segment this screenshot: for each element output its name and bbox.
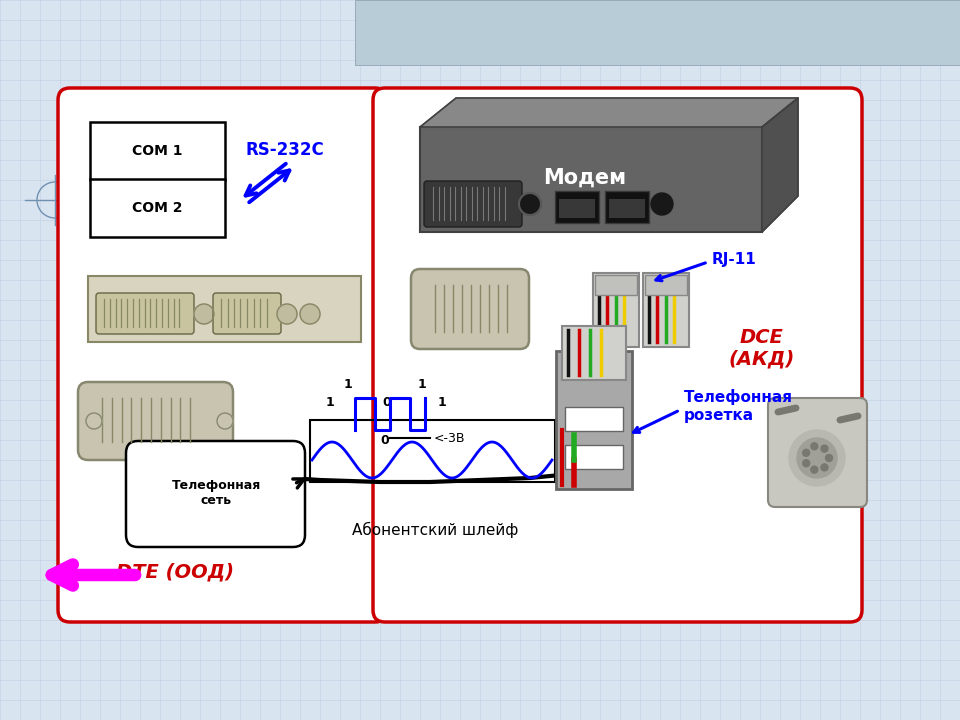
FancyBboxPatch shape (565, 407, 623, 431)
Text: 1: 1 (438, 396, 446, 409)
Text: DCE
(АКД): DCE (АКД) (729, 328, 795, 369)
FancyBboxPatch shape (643, 273, 689, 347)
FancyBboxPatch shape (58, 88, 387, 622)
FancyBboxPatch shape (96, 293, 194, 334)
FancyBboxPatch shape (555, 191, 599, 223)
Polygon shape (762, 98, 798, 232)
Text: RJ-11: RJ-11 (712, 251, 756, 266)
Text: Телефонная
сеть: Телефонная сеть (172, 479, 260, 507)
Polygon shape (420, 98, 798, 127)
Circle shape (300, 304, 320, 324)
Circle shape (821, 445, 828, 452)
FancyBboxPatch shape (126, 441, 305, 547)
Text: 0: 0 (380, 434, 390, 447)
Circle shape (651, 193, 673, 215)
Circle shape (789, 430, 845, 486)
FancyBboxPatch shape (213, 293, 281, 334)
FancyBboxPatch shape (90, 179, 225, 237)
FancyBboxPatch shape (768, 398, 867, 507)
Text: Модем: Модем (543, 168, 627, 188)
Circle shape (826, 454, 832, 462)
FancyBboxPatch shape (420, 127, 762, 232)
Circle shape (811, 443, 818, 450)
Circle shape (811, 466, 818, 473)
Circle shape (277, 304, 297, 324)
FancyBboxPatch shape (556, 351, 632, 489)
Text: COM 2: COM 2 (132, 201, 182, 215)
Circle shape (803, 459, 809, 467)
FancyBboxPatch shape (593, 273, 639, 347)
Text: Абонентский шлейф: Абонентский шлейф (351, 522, 518, 538)
FancyBboxPatch shape (565, 445, 623, 469)
Circle shape (519, 193, 541, 215)
FancyBboxPatch shape (605, 191, 649, 223)
Circle shape (194, 304, 214, 324)
Text: 1: 1 (325, 396, 334, 409)
Text: 1: 1 (344, 378, 352, 391)
Text: RS-232C: RS-232C (246, 141, 324, 159)
Circle shape (803, 449, 809, 456)
FancyBboxPatch shape (559, 199, 595, 218)
FancyBboxPatch shape (373, 88, 862, 622)
FancyBboxPatch shape (411, 269, 529, 349)
Text: COM 1: COM 1 (132, 144, 182, 158)
Circle shape (217, 413, 233, 429)
Text: 1: 1 (418, 378, 426, 391)
FancyBboxPatch shape (595, 275, 637, 295)
FancyBboxPatch shape (424, 181, 522, 227)
FancyBboxPatch shape (355, 0, 960, 65)
Circle shape (86, 413, 102, 429)
FancyBboxPatch shape (88, 276, 361, 342)
FancyBboxPatch shape (609, 199, 645, 218)
FancyBboxPatch shape (645, 275, 687, 295)
FancyBboxPatch shape (90, 122, 225, 180)
Circle shape (797, 438, 837, 478)
Text: <-3В: <-3В (434, 431, 466, 444)
FancyBboxPatch shape (78, 382, 233, 460)
Text: 0: 0 (383, 396, 392, 409)
FancyBboxPatch shape (562, 326, 626, 380)
Circle shape (821, 464, 828, 471)
Text: DTE (ООД): DTE (ООД) (116, 562, 234, 582)
Text: Телефонная
розетка: Телефонная розетка (684, 390, 793, 423)
